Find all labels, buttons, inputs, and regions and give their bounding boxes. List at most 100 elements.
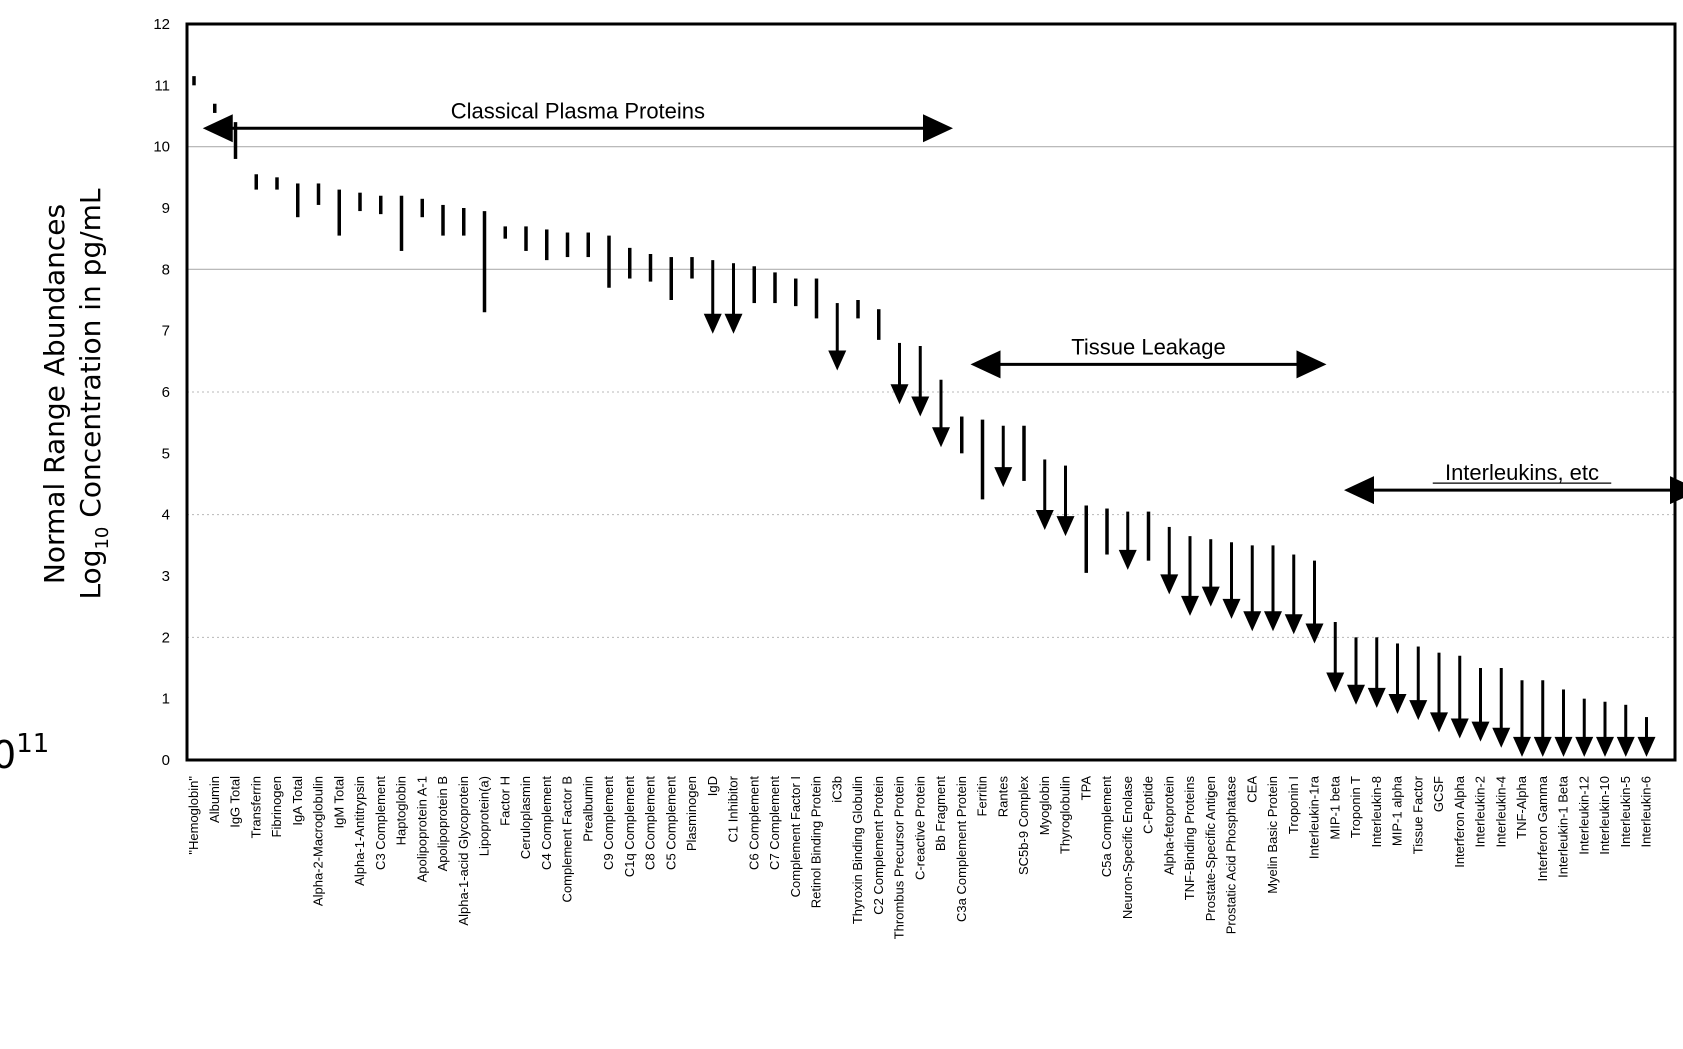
down-arrow-head (1056, 516, 1075, 537)
group-label: Interleukins, etc (1445, 460, 1599, 485)
x-category-label: "Hemoglobin" (186, 776, 201, 855)
y-tick-label: 10 (153, 139, 170, 156)
x-category-label: iC3b (829, 776, 844, 803)
x-category-label: Apolipoprotein B (435, 776, 450, 871)
y-tick-label: 3 (162, 568, 170, 585)
group-arrow-head-right (1670, 476, 1683, 505)
x-category-label: GCSF (1431, 776, 1446, 812)
group-arrow-head-left (1344, 476, 1374, 505)
group-arrow-head-left (970, 350, 1001, 379)
down-arrow-head (1326, 672, 1345, 693)
y-tick-label: 0 (162, 752, 170, 769)
down-arrow-head (932, 427, 950, 448)
down-arrow-head (1367, 687, 1386, 708)
down-arrow-head (1264, 611, 1282, 632)
down-arrow-head (1554, 736, 1573, 757)
x-category-label: Ferritin (975, 776, 990, 816)
down-arrow-head (724, 313, 743, 334)
down-arrow-head (1513, 736, 1531, 757)
x-category-label: Rantes (995, 776, 1010, 818)
y-tick-label: 1 (162, 691, 170, 708)
x-category-label: Thyroxin Binding Globulin (850, 776, 865, 924)
x-category-label: IgM Total (331, 776, 346, 829)
x-category-label: C3 Complement (373, 776, 388, 870)
group-label: Tissue Leakage (1071, 334, 1226, 359)
y-axis-label-group: Normal Range Abundances Log10 Concentrati… (38, 188, 113, 599)
x-category-label: Alpha-fetoprotein (1161, 776, 1176, 875)
x-category-label: Ceruloplasmin (518, 776, 533, 859)
x-category-label: C2 Complement Protein (871, 776, 886, 915)
plot-frame (185, 22, 1677, 762)
x-category-label: Neuron-Specific Enolase (1120, 776, 1135, 919)
x-category-label: Apolipoprotein A-1 (414, 776, 429, 882)
x-category-label: Alpha-1-acid Glycoprotein (456, 776, 471, 926)
y-axis-label-line1: Normal Range Abundances (38, 204, 71, 584)
x-category-label: Interleukin-4 (1493, 776, 1508, 848)
down-arrow-head (1596, 736, 1614, 757)
y-tick-label: 12 (153, 16, 170, 33)
y-tick-label: 4 (162, 507, 170, 524)
x-category-label: CEA (1244, 776, 1259, 803)
x-category-label: Thrombus Precursor Protein (892, 776, 907, 939)
x-category-label: Complement Factor I (788, 776, 803, 897)
x-category-label: C1q Complement (622, 776, 637, 878)
x-category-label: Alpha-2-Macroglobulin (311, 776, 326, 906)
x-category-label: Haptoglobin (394, 776, 409, 845)
down-arrow-head (1347, 684, 1365, 705)
x-category-label: Troponin I (1286, 776, 1301, 834)
x-category-label: C-reactive Protein (912, 776, 927, 880)
x-category-label: C8 Complement (643, 776, 658, 870)
x-category-label: Tissue Factor (1410, 775, 1425, 854)
group-arrow-head-left (202, 114, 233, 143)
x-category-label: Interleukin-8 (1369, 776, 1384, 848)
down-arrow-head (1492, 727, 1511, 748)
x-category-label: MIP-1 alpha (1390, 775, 1405, 846)
x-category-label: IgD (705, 776, 720, 796)
down-arrow-head (1471, 721, 1490, 742)
group-label: Classical Plasma Proteins (451, 98, 705, 123)
x-category-label: SC5b-9 Complex (1016, 776, 1031, 875)
down-arrow-head (1450, 718, 1469, 739)
x-category-label: Prostate-Specific Antigen (1203, 776, 1218, 921)
x-category-label: Complement Factor B (560, 776, 575, 902)
y-tick-label: 9 (162, 200, 170, 217)
down-arrow-head (1305, 623, 1324, 644)
y-tick-label: 8 (162, 261, 170, 278)
x-category-label: IgG Total (228, 776, 243, 828)
x-category-label: C5 Complement (663, 776, 678, 870)
down-arrow-head (1637, 736, 1656, 757)
x-category-label: Thyroglobulin (1058, 776, 1073, 854)
x-category-label: Interleukin-1ra (1307, 775, 1322, 859)
x-category-label: MIP-1 beta (1327, 775, 1342, 839)
x-category-label: Troponin T (1348, 776, 1363, 838)
down-arrow-head (1284, 614, 1303, 635)
x-category-label: IgA Total (290, 776, 305, 826)
x-category-label: C6 Complement (746, 776, 761, 870)
x-category-label: TNF-Binding Proteins (1182, 776, 1197, 901)
x-category-label: Interleukin-5 (1618, 776, 1633, 848)
x-category-label: Factor H (497, 776, 512, 826)
down-arrow-head (1181, 595, 1199, 616)
x-category-label: Alpha-1-Antitrypsin (352, 776, 367, 886)
x-category-label: C7 Complement (767, 776, 782, 870)
x-category-label: Retinol Binding Protein (809, 776, 824, 908)
y-tick-label: 7 (162, 323, 170, 340)
edge-fragment-text: 011 (0, 729, 49, 777)
down-arrow-head (1118, 549, 1137, 570)
x-category-label: C5a Complement (1099, 776, 1114, 878)
group-arrow-head-right (923, 114, 953, 143)
x-category-label: C9 Complement (601, 776, 616, 870)
x-category-label: C4 Complement (539, 776, 554, 870)
down-arrow-head (1035, 510, 1054, 530)
x-category-label: Interleukin-2 (1473, 776, 1488, 848)
down-arrow-head (1533, 736, 1552, 757)
x-category-label: Albumin (207, 776, 222, 823)
x-category-label: Bb Fragment (933, 776, 948, 852)
x-category-label: Prealbumin (580, 776, 595, 842)
down-arrow-head (1616, 736, 1635, 757)
x-category-label: Lipoprotein(a) (477, 776, 492, 856)
x-category-label: Interleukin-10 (1597, 776, 1612, 855)
y-tick-label: 5 (162, 445, 170, 462)
